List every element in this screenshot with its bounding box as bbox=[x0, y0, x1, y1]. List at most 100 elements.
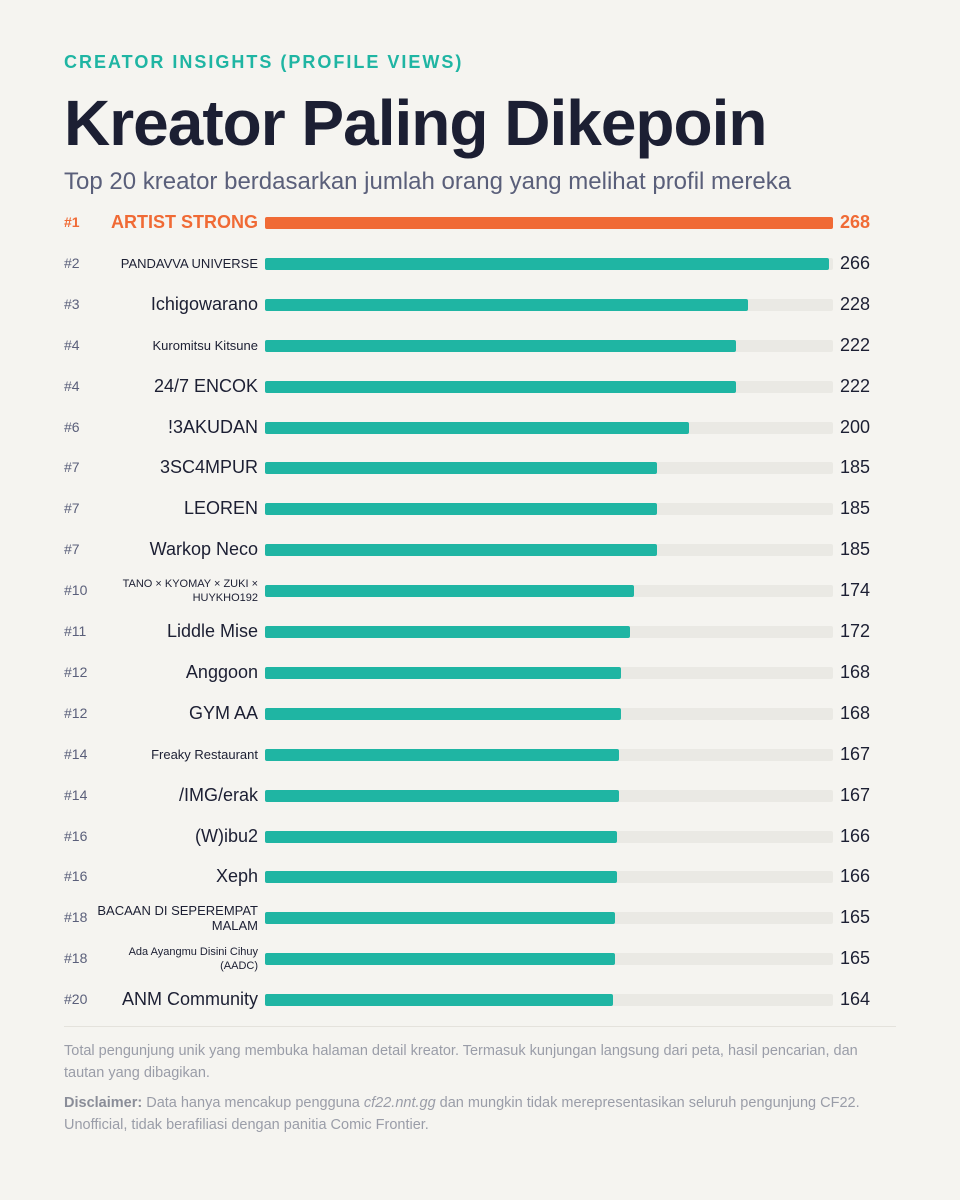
bar bbox=[265, 503, 658, 516]
creator-name: 3SC4MPUR bbox=[159, 457, 258, 478]
bar-track bbox=[265, 789, 833, 802]
bar-row: #4 24/7 ENCOK 222 bbox=[64, 366, 896, 407]
bar bbox=[265, 626, 630, 638]
value-label: 266 bbox=[840, 252, 871, 273]
bar-row: #12 GYM AA 168 bbox=[64, 693, 896, 734]
creator-name: 24/7 ENCOK bbox=[153, 375, 258, 396]
bar-row: #7 LEOREN 185 bbox=[64, 488, 896, 529]
rank-label: #1 bbox=[64, 214, 80, 230]
value-label: 164 bbox=[840, 989, 871, 1010]
bar bbox=[265, 994, 613, 1007]
bar-row: #11 Liddle Mise 172 bbox=[64, 611, 896, 652]
creator-name: Xeph bbox=[215, 866, 258, 887]
bar-row: #14/IMG/erak 167 bbox=[64, 775, 896, 816]
bar-track bbox=[265, 217, 833, 229]
bar-row: #18 BACAAN DI SEPEREMPAT MALAM 165 bbox=[64, 897, 896, 938]
bar bbox=[265, 544, 658, 557]
rank-label: #14 bbox=[64, 745, 88, 762]
footer-divider bbox=[64, 1026, 896, 1027]
disclaimer-label: Disclaimer: bbox=[64, 1095, 143, 1111]
value-label: 200 bbox=[840, 416, 871, 437]
bar-track bbox=[265, 544, 833, 557]
bar-row: #16 Xeph 166 bbox=[64, 856, 896, 897]
bar bbox=[265, 257, 829, 270]
bar-track bbox=[265, 585, 833, 598]
rank-label: #7 bbox=[64, 500, 80, 517]
page-subtitle: Top 20 kreator berdasarkan jumlah orang … bbox=[64, 168, 792, 195]
bar-track bbox=[265, 339, 833, 352]
rank-label: #20 bbox=[64, 991, 88, 1008]
bar bbox=[265, 339, 736, 352]
bar-track bbox=[265, 380, 833, 393]
creator-name: ANM Community bbox=[121, 989, 258, 1010]
rank-label: #3 bbox=[64, 295, 80, 312]
creator-name: PANDAVVA UNIVERSE bbox=[120, 255, 258, 271]
header: CREATOR INSIGHTS (PROFILE VIEWS) Kreator… bbox=[64, 52, 896, 197]
value-label: 222 bbox=[840, 375, 871, 396]
bar-track bbox=[265, 257, 833, 270]
rank-label: #14 bbox=[64, 786, 88, 803]
rank-label: #11 bbox=[64, 623, 87, 639]
value-label: 185 bbox=[840, 498, 871, 519]
bar-track bbox=[265, 707, 833, 720]
bar bbox=[265, 953, 615, 966]
bar-track bbox=[265, 994, 833, 1007]
rank-label: #4 bbox=[64, 377, 80, 394]
rank-label: #7 bbox=[64, 541, 80, 558]
bar bbox=[265, 217, 833, 229]
value-label: 168 bbox=[840, 702, 871, 723]
creator-name: Kuromitsu Kitsune bbox=[152, 337, 259, 353]
bar-row: #16 (W)ibu2 166 bbox=[64, 816, 896, 857]
rank-label: #16 bbox=[64, 827, 88, 844]
rank-label: #18 bbox=[64, 909, 88, 926]
bar-row: #3 Ichigowarano 228 bbox=[64, 284, 896, 325]
bar-row: #10 TANO × KYOMAY × ZUKI × HUYKHO192 174 bbox=[64, 570, 896, 611]
value-label: 185 bbox=[840, 539, 871, 560]
footer-note: Total pengunjung unik yang membuka halam… bbox=[64, 1043, 858, 1081]
value-label: 166 bbox=[840, 866, 871, 887]
disclaimer-text-pre: Data hanya mencakup pengguna bbox=[142, 1095, 364, 1111]
bar bbox=[265, 871, 617, 884]
bar-row: #4 Kuromitsu Kitsune 222 bbox=[64, 325, 896, 366]
bar bbox=[265, 912, 615, 925]
creator-name: BACAAN DI SEPEREMPAT MALAM bbox=[97, 902, 258, 933]
value-label: 168 bbox=[840, 661, 871, 682]
value-label: 172 bbox=[840, 621, 871, 641]
rank-label: #12 bbox=[64, 704, 88, 721]
bar-track bbox=[265, 503, 833, 516]
creator-name: Ichigowarano bbox=[150, 293, 258, 314]
value-label: 185 bbox=[840, 457, 871, 478]
bar bbox=[265, 748, 619, 761]
page-title: Kreator Paling Dikepoin bbox=[64, 87, 767, 159]
bar-track bbox=[265, 953, 833, 966]
bar-track bbox=[265, 626, 833, 638]
rank-label: #16 bbox=[64, 868, 88, 885]
rank-label: #6 bbox=[64, 418, 80, 435]
bar bbox=[265, 789, 619, 802]
value-label: 228 bbox=[840, 293, 871, 314]
bar-row: #6 !3AKUDAN 200 bbox=[64, 407, 896, 448]
value-label: 222 bbox=[840, 334, 871, 355]
bar-track bbox=[265, 421, 833, 434]
bar bbox=[265, 666, 622, 679]
bar-track bbox=[265, 298, 833, 311]
value-label: 268 bbox=[840, 212, 871, 232]
bar-row: #1 ARTIST STRONG 268 bbox=[64, 202, 896, 243]
rank-label: #7 bbox=[64, 459, 80, 476]
bar bbox=[265, 585, 634, 598]
bar-row: #14 Freaky Restaurant 167 bbox=[64, 734, 896, 775]
bar-track bbox=[265, 462, 833, 475]
bar-track bbox=[265, 912, 833, 925]
value-label: 166 bbox=[840, 825, 871, 846]
bar-row: #7 3SC4MPUR 185 bbox=[64, 447, 896, 488]
creator-name: LEOREN bbox=[183, 498, 258, 519]
footer-disclaimer: Disclaimer: Data hanya mencakup pengguna… bbox=[64, 1092, 864, 1136]
creator-name: ARTIST STRONG bbox=[111, 212, 258, 232]
bar-row: #7 Warkop Neco 185 bbox=[64, 529, 896, 570]
bar-track bbox=[265, 666, 833, 679]
rank-label: #2 bbox=[64, 254, 80, 271]
rank-label: #4 bbox=[64, 336, 80, 353]
bar-row: #18 Ada Ayangmu Disini Cihuy (AADC) 165 bbox=[64, 938, 896, 979]
value-label: 167 bbox=[840, 784, 871, 805]
eyebrow-label: CREATOR INSIGHTS (PROFILE VIEWS) bbox=[64, 52, 464, 72]
